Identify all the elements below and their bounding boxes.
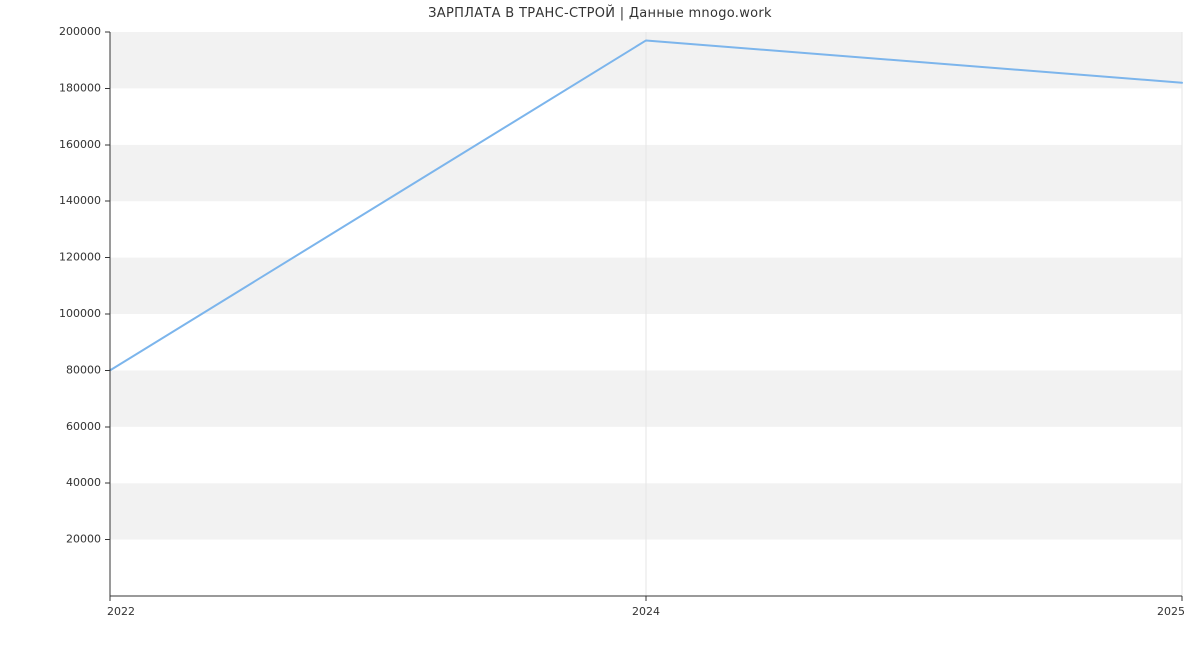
y-tick-label: 160000 (59, 138, 101, 151)
x-tick-label: 2022 (107, 605, 135, 618)
y-tick-label: 80000 (66, 363, 101, 376)
chart-title: ЗАРПЛАТА В ТРАНС-СТРОЙ | Данные mnogo.wo… (0, 6, 1200, 21)
y-tick-label: 200000 (59, 25, 101, 38)
salary-line-chart: ЗАРПЛАТА В ТРАНС-СТРОЙ | Данные mnogo.wo… (0, 0, 1200, 650)
y-tick-label: 120000 (59, 251, 101, 264)
y-tick-label: 140000 (59, 194, 101, 207)
x-tick-label: 2025 (1157, 605, 1185, 618)
y-tick-label: 180000 (59, 81, 101, 94)
x-tick-label: 2024 (632, 605, 660, 618)
y-tick-label: 20000 (66, 533, 101, 546)
y-tick-label: 60000 (66, 420, 101, 433)
chart-svg: 20000 40000 60000 80000 100000 120000 140000 16… (0, 0, 1200, 650)
y-tick-label: 40000 (66, 476, 101, 489)
y-tick-label: 100000 (59, 307, 101, 320)
